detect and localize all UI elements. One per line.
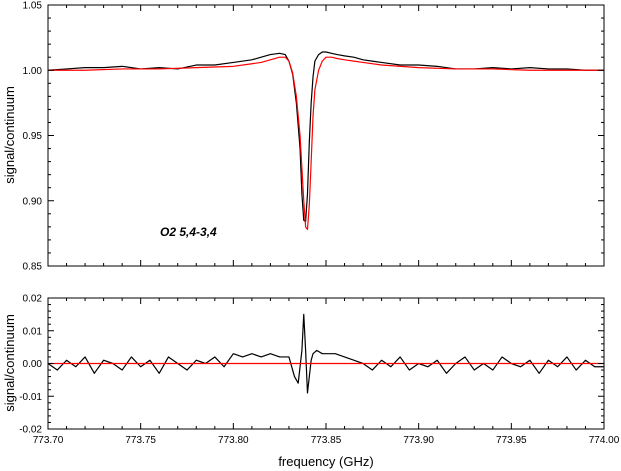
top-series-group (47, 51, 604, 231)
x-tick-label-5: 773.95 (496, 435, 527, 446)
x-tick-label-6: 774.00 (589, 435, 620, 446)
bottom-panel: 773.70 773.75 773.80 773.85 773.90 773.95 774.… (2, 294, 620, 470)
x-tick-label-2: 773.80 (218, 435, 249, 446)
bottom-y-tick-label-2: 0.00 (23, 359, 43, 370)
bottom-y-axis-title: signal/continuum (2, 314, 17, 412)
bottom-y-tick-label-4: 0.02 (23, 294, 43, 305)
top-series-line-0 (47, 51, 604, 223)
x-axis-title: frequency (GHz) (278, 454, 373, 469)
top-ticks-group: 0.85 0.90 0.95 1.00 1.05 (23, 1, 605, 273)
bottom-y-tick-label-1: -0.01 (19, 392, 42, 403)
x-tick-label-1: 773.75 (125, 435, 156, 446)
bottom-series-group (47, 313, 604, 394)
x-tick-label-0: 773.70 (33, 435, 64, 446)
top-plot-frame (47, 4, 605, 267)
bottom-y-tick-label-0: -0.02 (19, 425, 42, 436)
top-y-axis-title: signal/continuum (2, 86, 17, 184)
bottom-y-tick-label-3: 0.01 (23, 326, 43, 337)
x-tick-label-4: 773.90 (403, 435, 434, 446)
bottom-ticks-group: 773.70 773.75 773.80 773.85 773.90 773.95 774.… (19, 294, 620, 447)
top-panel: 0.85 0.90 0.95 1.00 1.05 O2 5,4-3,4 signal/c… (2, 1, 605, 273)
bottom-series-line-0 (47, 313, 604, 394)
x-tick-label-3: 773.85 (311, 435, 342, 446)
top-y-tick-label-1: 0.90 (23, 196, 43, 207)
top-y-tick-label-2: 0.95 (23, 131, 43, 142)
top-y-tick-label-0: 0.85 (23, 262, 43, 273)
top-series-line-1 (48, 56, 604, 231)
top-y-tick-label-3: 1.00 (23, 66, 43, 77)
top-y-tick-label-4: 1.05 (23, 1, 43, 12)
line-annotation: O2 5,4-3,4 (160, 225, 217, 239)
